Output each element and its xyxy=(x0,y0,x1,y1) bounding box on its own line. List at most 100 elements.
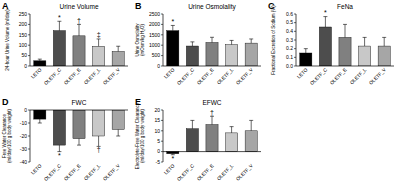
error-bar xyxy=(98,136,99,146)
x-tick-label: LETO xyxy=(296,67,309,80)
y-tick xyxy=(294,40,296,41)
error-bar xyxy=(251,120,252,130)
bar xyxy=(359,46,371,66)
error-cap xyxy=(363,37,367,38)
panel-title: FWC xyxy=(72,99,87,106)
y-tick xyxy=(28,55,30,56)
error-cap xyxy=(116,136,120,137)
error-cap xyxy=(57,21,61,22)
error-bar xyxy=(39,119,40,123)
y-tick xyxy=(294,31,296,32)
y-axis-label: 24-hour Urine Volume (ml/day) xyxy=(5,9,10,71)
error-cap xyxy=(77,145,81,146)
y-tick xyxy=(28,66,30,67)
marks xyxy=(34,21,125,66)
y-tick xyxy=(161,34,163,35)
error-bar xyxy=(79,24,80,35)
x-tick-label: OLETF_C xyxy=(176,67,195,86)
x-tick-label: OLETF_V xyxy=(235,67,254,86)
figure: AUrine Volume24-hour Urine Volume (ml/da… xyxy=(0,0,400,191)
significance-mark: † xyxy=(210,109,214,116)
y-tick-label: 200 xyxy=(19,21,28,27)
error-cap xyxy=(382,37,386,38)
significance-mark: * xyxy=(58,14,61,21)
y-tick-label: -30 xyxy=(20,146,27,152)
bar xyxy=(378,46,390,66)
significance-mark: ‡ xyxy=(97,31,101,38)
y-tick xyxy=(161,130,163,131)
y-tick xyxy=(28,24,30,25)
panel: CFeNaFractional Excretion of Sodium (%)0… xyxy=(268,1,394,86)
x-tick-label: OLETF_L xyxy=(349,67,367,85)
panel-letter: D xyxy=(2,97,9,107)
y-tick xyxy=(161,24,163,25)
y-tick xyxy=(294,57,296,58)
y-axis xyxy=(163,110,164,162)
x-tick-label: OLETF_E xyxy=(63,67,82,86)
error-bar xyxy=(325,17,326,27)
marks xyxy=(300,17,391,66)
bar xyxy=(112,110,124,130)
error-bar xyxy=(118,130,119,137)
x-tick-label: LETO xyxy=(163,163,176,176)
error-cap xyxy=(97,38,101,39)
y-tick xyxy=(161,45,163,46)
error-cap xyxy=(210,116,214,117)
bar xyxy=(53,31,65,66)
error-cap xyxy=(230,40,234,41)
x-tick-label: OLETF_E xyxy=(63,163,82,182)
y-tick-label: 0.3 xyxy=(286,37,293,43)
error-cap xyxy=(77,24,81,25)
error-bar xyxy=(384,37,385,46)
bar xyxy=(245,131,257,152)
x-tick-label: OLETF_V xyxy=(102,163,121,182)
bar xyxy=(167,31,179,66)
bar xyxy=(186,46,198,66)
y-tick-label: 1500 xyxy=(149,32,160,38)
y-tick-label: 500 xyxy=(152,52,161,58)
x-tick-label: OLETF_L xyxy=(216,67,234,85)
bar xyxy=(226,45,238,66)
error-bar xyxy=(231,40,232,44)
y-tick-label: 250 xyxy=(19,11,28,17)
error-bar xyxy=(231,127,232,133)
x-tick-label: OLETF_V xyxy=(368,67,387,86)
error-cap xyxy=(304,48,308,49)
error-cap xyxy=(38,123,42,124)
marks xyxy=(167,116,258,154)
marks xyxy=(34,110,125,152)
panel-letter: B xyxy=(135,1,142,11)
x-tick-label: OLETF_E xyxy=(196,163,215,182)
y-tick-label: 0.4 xyxy=(286,28,293,34)
x-tick-label: OLETF_V xyxy=(102,67,121,86)
y-tick-label: 100 xyxy=(19,42,28,48)
panel-title: Urine Volume xyxy=(59,3,98,10)
y-tick xyxy=(294,48,296,49)
y-tick-label: 0.6 xyxy=(286,11,293,17)
error-cap xyxy=(116,46,120,47)
y-tick-label: 0 xyxy=(24,63,27,69)
y-tick xyxy=(161,66,163,67)
y-tick xyxy=(161,14,163,15)
significance-mark: * xyxy=(171,155,174,162)
panel-title: FeNa xyxy=(337,3,353,10)
y-tick-label: 2500 xyxy=(149,11,160,17)
y-tick-label: 0.2 xyxy=(286,45,293,51)
error-cap xyxy=(190,41,194,42)
y-tick-label: 10 xyxy=(154,128,160,134)
bar xyxy=(53,110,65,145)
y-tick xyxy=(294,22,296,23)
marks xyxy=(167,25,258,66)
y-tick xyxy=(28,123,30,124)
y-tick-label: -20 xyxy=(20,133,27,139)
y-tick-label: 2000 xyxy=(149,21,160,27)
y-tick xyxy=(28,136,30,137)
significance-mark: * xyxy=(324,9,327,16)
y-tick xyxy=(161,151,163,152)
error-bar xyxy=(192,120,193,128)
error-bar xyxy=(212,116,213,124)
y-tick xyxy=(161,120,163,121)
x-tick-label: OLETF_L xyxy=(216,163,234,181)
error-bar xyxy=(364,37,365,46)
bar xyxy=(73,110,85,139)
